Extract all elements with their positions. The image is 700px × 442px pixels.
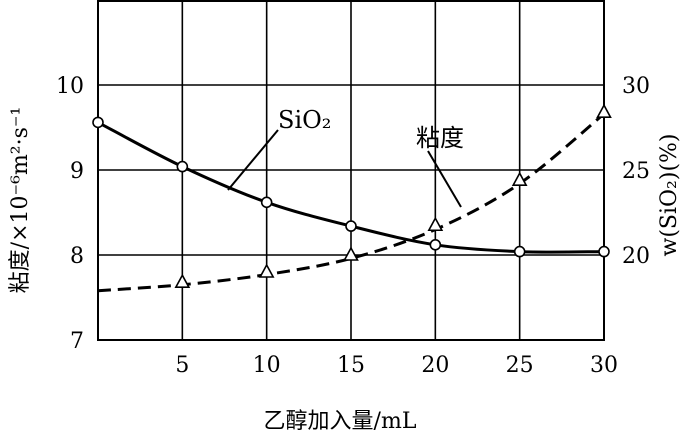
y-left-tick-labels: 7 8 9 10 xyxy=(56,74,84,354)
sio2-data-point xyxy=(92,116,104,129)
x-tick-label: 15 xyxy=(337,353,365,378)
y-right-tick-label: 20 xyxy=(622,244,650,269)
x-axis-label: 乙醇加入量/mL xyxy=(264,409,417,434)
sio2-data-point xyxy=(176,160,189,173)
viscosity-annotation: 粘度 xyxy=(416,124,464,152)
sio2-data-point xyxy=(345,220,357,232)
x-tick-label: 30 xyxy=(590,353,618,378)
viscosity-leader-line xyxy=(427,150,462,208)
viscosity-markers xyxy=(174,103,612,289)
y-left-tick-label: 10 xyxy=(56,74,84,99)
x-tick-label: 20 xyxy=(421,353,449,378)
sio2-data-point xyxy=(513,245,526,258)
y-right-tick-labels: 20 25 30 xyxy=(622,74,650,269)
viscosity-data-point xyxy=(258,263,275,278)
y-left-axis-label: 粘度/×10⁻⁶m²·s⁻¹ xyxy=(8,107,33,294)
sio2-markers xyxy=(92,116,610,258)
y-right-tick-label: 25 xyxy=(622,159,650,184)
sio2-data-point xyxy=(260,196,273,209)
x-tick-label: 25 xyxy=(506,353,534,378)
sio2-leader-line xyxy=(227,129,279,191)
viscosity-data-point xyxy=(596,103,612,118)
sio2-annotation: SiO₂ xyxy=(278,106,331,134)
y-right-tick-label: 30 xyxy=(622,74,650,99)
x-tick-label: 5 xyxy=(175,353,189,378)
y-left-tick-label: 8 xyxy=(70,244,84,269)
sio2-data-point xyxy=(429,239,442,251)
x-tick-label: 10 xyxy=(253,353,281,378)
viscosity-data-point xyxy=(343,246,359,261)
grid xyxy=(98,0,605,340)
viscosity-data-point xyxy=(427,216,444,232)
y-right-axis-label: w(SiO₂)(%) xyxy=(657,133,682,256)
sio2-data-point xyxy=(598,245,610,258)
viscosity-data-point xyxy=(511,171,528,186)
viscosity-data-point xyxy=(174,273,191,289)
y-left-tick-label: 7 xyxy=(70,329,84,354)
y-left-tick-label: 9 xyxy=(70,159,84,184)
plot-frame xyxy=(97,0,605,341)
x-tick-labels: 5 10 15 20 25 30 xyxy=(175,353,618,378)
